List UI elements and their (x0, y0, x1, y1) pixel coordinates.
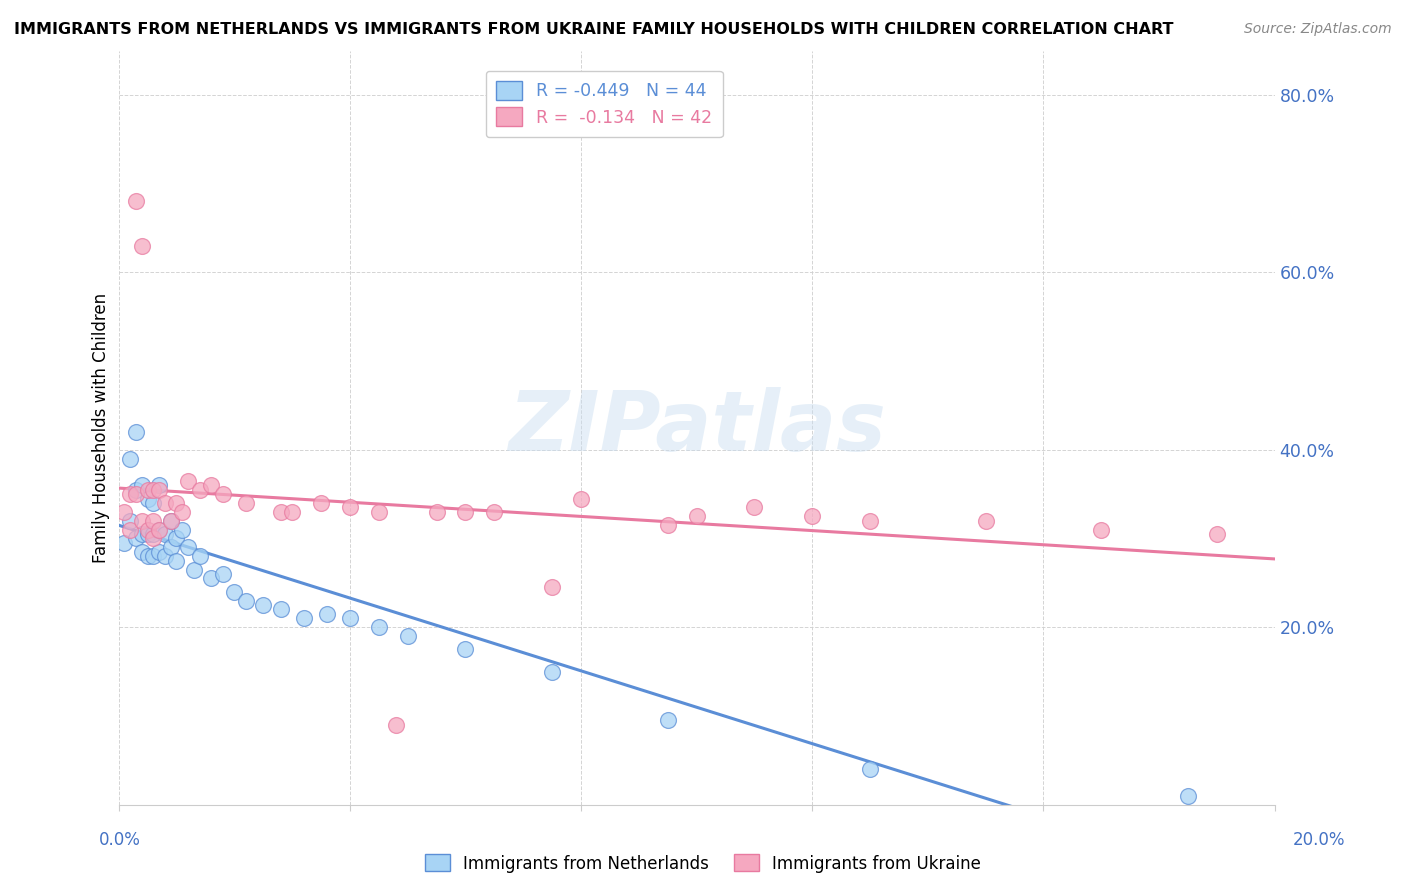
Point (183, 562, 205, 576)
Point (114, 536, 136, 550)
Point (166, 532, 188, 546)
Point (131, 478, 153, 492)
Point (131, 545, 153, 559)
Point (859, 514, 882, 528)
Point (235, 496, 257, 510)
Point (159, 541, 181, 555)
Point (657, 518, 679, 533)
Text: 20.0%: 20.0% (1292, 831, 1346, 849)
Point (454, 642, 477, 657)
Point (136, 523, 159, 537)
Point (148, 478, 170, 492)
Text: 0.0%: 0.0% (98, 831, 141, 849)
Point (148, 483, 170, 497)
Point (120, 451, 142, 466)
Point (120, 514, 142, 528)
Point (120, 487, 142, 501)
Point (685, 509, 707, 524)
Point (153, 549, 176, 564)
Point (166, 554, 188, 568)
Point (125, 194, 148, 209)
Point (142, 496, 165, 510)
Point (142, 483, 165, 497)
Point (974, 514, 997, 528)
Legend: Immigrants from Netherlands, Immigrants from Ukraine: Immigrants from Netherlands, Immigrants … (418, 847, 988, 880)
Legend: R = -0.449   N = 44, R =  -0.134   N = 42: R = -0.449 N = 44, R = -0.134 N = 42 (485, 70, 723, 137)
Point (114, 505, 136, 519)
Point (541, 580, 564, 594)
Point (211, 487, 233, 501)
Point (367, 620, 389, 634)
Text: ZIPatlas: ZIPatlas (508, 387, 886, 468)
Point (125, 532, 148, 546)
Y-axis label: Family Households with Children: Family Households with Children (93, 293, 110, 563)
Point (1205, 527, 1227, 541)
Point (131, 514, 153, 528)
Point (315, 607, 337, 621)
Point (125, 483, 148, 497)
Point (425, 505, 447, 519)
Point (177, 474, 200, 488)
Point (131, 239, 153, 253)
Point (1090, 523, 1112, 537)
Point (148, 523, 170, 537)
Point (224, 584, 246, 599)
Point (484, 505, 506, 519)
Point (159, 514, 181, 528)
Point (188, 549, 211, 564)
Point (270, 602, 292, 616)
Point (136, 527, 159, 541)
Point (801, 509, 824, 524)
Point (177, 541, 200, 555)
Point (131, 527, 153, 541)
Point (270, 505, 292, 519)
Point (339, 500, 361, 515)
Point (1177, 789, 1199, 803)
Point (159, 514, 181, 528)
Point (235, 593, 257, 607)
Point (148, 523, 170, 537)
Point (309, 496, 332, 510)
Point (148, 545, 170, 559)
Point (541, 665, 564, 679)
Point (396, 629, 419, 643)
Point (142, 532, 165, 546)
Point (367, 505, 389, 519)
Point (120, 523, 142, 537)
Point (657, 713, 679, 727)
Point (281, 505, 304, 519)
Point (252, 598, 274, 612)
Point (385, 717, 408, 731)
Point (153, 527, 176, 541)
Point (188, 483, 211, 497)
Point (200, 478, 222, 492)
Point (172, 523, 194, 537)
Point (569, 491, 592, 506)
Text: Source: ZipAtlas.com: Source: ZipAtlas.com (1244, 22, 1392, 37)
Point (153, 496, 176, 510)
Point (136, 491, 159, 506)
Point (136, 483, 159, 497)
Point (125, 425, 148, 439)
Point (744, 500, 766, 515)
Point (125, 487, 148, 501)
Point (142, 514, 165, 528)
Point (166, 496, 188, 510)
Point (859, 762, 882, 776)
Point (136, 549, 159, 564)
Point (292, 611, 315, 625)
Point (172, 505, 194, 519)
Point (142, 527, 165, 541)
Point (339, 611, 361, 625)
Text: IMMIGRANTS FROM NETHERLANDS VS IMMIGRANTS FROM UKRAINE FAMILY HOUSEHOLDS WITH CH: IMMIGRANTS FROM NETHERLANDS VS IMMIGRANT… (14, 22, 1174, 37)
Point (200, 571, 222, 585)
Point (211, 566, 233, 581)
Point (142, 549, 165, 564)
Point (454, 505, 477, 519)
